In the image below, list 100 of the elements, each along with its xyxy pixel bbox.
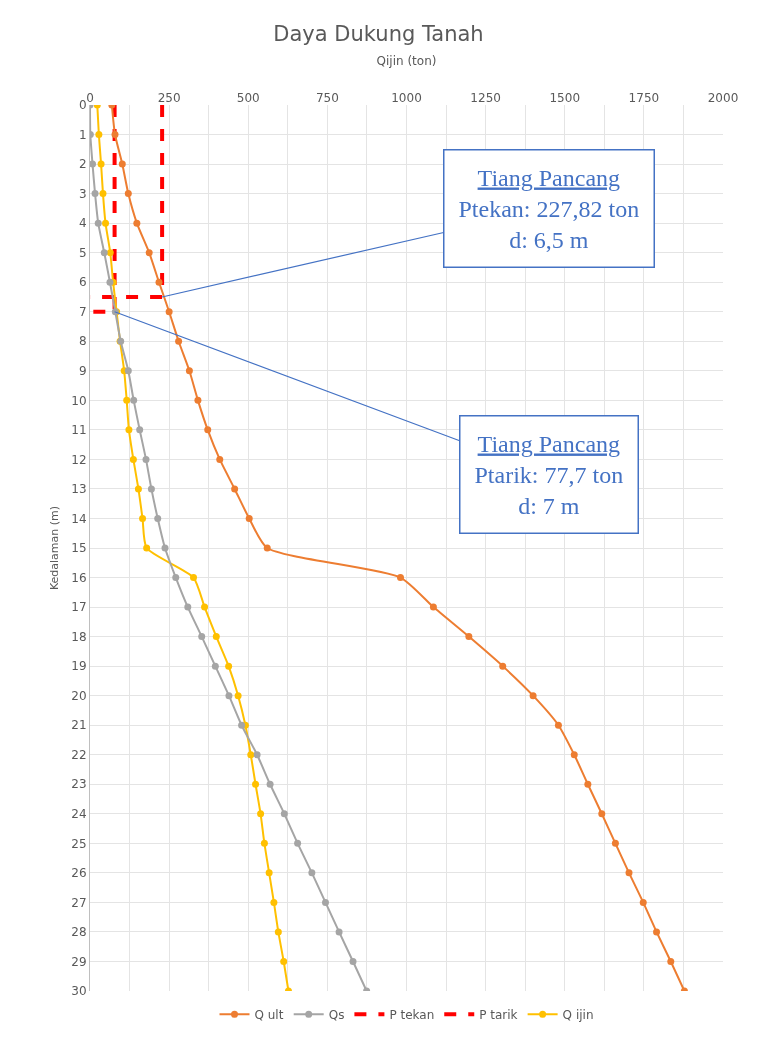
point (123, 396, 131, 404)
y-tick-label: 7 (78, 304, 87, 319)
y-tick-label: 17 (71, 600, 87, 615)
x-axis-title: Qijin (ton) (376, 54, 437, 68)
y-tick-label: 29 (71, 954, 87, 969)
point (201, 603, 209, 611)
y-tick-label: 14 (71, 511, 87, 526)
y-tick-label: 21 (71, 718, 87, 733)
point (100, 249, 108, 257)
point (321, 898, 329, 906)
point (118, 160, 126, 168)
y-tick-label: 18 (71, 629, 87, 644)
point (598, 810, 606, 818)
point (102, 219, 110, 227)
legend-label: P tarik (479, 1008, 518, 1023)
y-tick-label: 20 (71, 688, 87, 703)
point (260, 839, 268, 847)
point (667, 957, 675, 965)
x-tick-label: 1000 (391, 90, 422, 105)
point (554, 721, 562, 729)
point (133, 219, 141, 227)
point (253, 751, 261, 759)
point (308, 869, 316, 877)
line-series (93, 105, 292, 991)
point (653, 928, 661, 936)
point (91, 190, 99, 198)
point (124, 367, 132, 375)
point (396, 574, 404, 582)
y-tick-label: 19 (71, 659, 87, 674)
point (252, 780, 260, 788)
point (145, 249, 153, 257)
y-tick-label: 27 (71, 895, 87, 910)
y-tick-label: 9 (78, 364, 87, 378)
y-axis-title: Kedalaman (m) (48, 505, 61, 591)
x-tick-label: 750 (315, 90, 339, 105)
point (266, 780, 274, 788)
y-tick-label: 4 (78, 216, 87, 231)
point (172, 574, 180, 582)
point (95, 131, 103, 139)
point (111, 131, 119, 139)
point (349, 957, 357, 965)
point (185, 367, 193, 375)
annotation: Tiang Pancang Ptekan: 227,82 ton d: 6,5 m (458, 164, 640, 253)
y-tick-label: 5 (78, 245, 87, 260)
point (263, 544, 271, 552)
point (225, 692, 233, 700)
legend-label: Q ijin (562, 1008, 594, 1023)
y-tick-label: 16 (71, 570, 87, 585)
y-tick-label: 15 (71, 541, 87, 556)
y-tick-label: 2 (78, 157, 87, 172)
point (247, 751, 255, 759)
point (106, 249, 114, 257)
y-tick-label: 24 (71, 807, 87, 821)
y-tick-label: 30 (71, 984, 87, 999)
x-tick-label: 500 (236, 90, 260, 105)
y-tick-label: 26 (71, 866, 87, 881)
point (97, 160, 105, 168)
point (130, 396, 138, 404)
point (465, 633, 473, 641)
point (625, 869, 633, 877)
x-tick-label: 2000 (707, 90, 739, 105)
point (529, 692, 537, 700)
point (94, 219, 102, 227)
y-tick-label: 8 (78, 334, 87, 349)
point (204, 426, 212, 434)
point (161, 544, 169, 552)
point (429, 603, 437, 611)
point (165, 308, 173, 316)
point (124, 190, 132, 198)
legend-label: P tekan (389, 1008, 435, 1023)
point (335, 928, 343, 936)
point (194, 396, 202, 404)
point (99, 190, 107, 198)
y-tick-label: 22 (71, 747, 87, 762)
point (134, 485, 142, 493)
point (216, 455, 224, 463)
y-tick-label: 6 (78, 275, 87, 290)
point (155, 278, 163, 286)
point (257, 810, 265, 818)
point (212, 633, 220, 641)
point (280, 957, 288, 965)
legend-label: Q ult (254, 1008, 284, 1023)
x-tick-label: 1750 (628, 90, 660, 105)
point (190, 574, 197, 582)
point (175, 337, 183, 345)
point (280, 810, 288, 818)
y-tick-label: 1 (78, 127, 87, 142)
point (136, 426, 144, 434)
y-tick-label: 10 (71, 393, 87, 408)
x-tick-label: 1250 (470, 90, 501, 105)
point (198, 633, 206, 641)
point (90, 160, 97, 168)
point (125, 426, 133, 434)
point (142, 455, 150, 463)
point (231, 485, 239, 493)
point (245, 514, 253, 522)
point (570, 751, 578, 759)
point (211, 662, 219, 670)
point (611, 839, 619, 847)
point (639, 898, 647, 906)
